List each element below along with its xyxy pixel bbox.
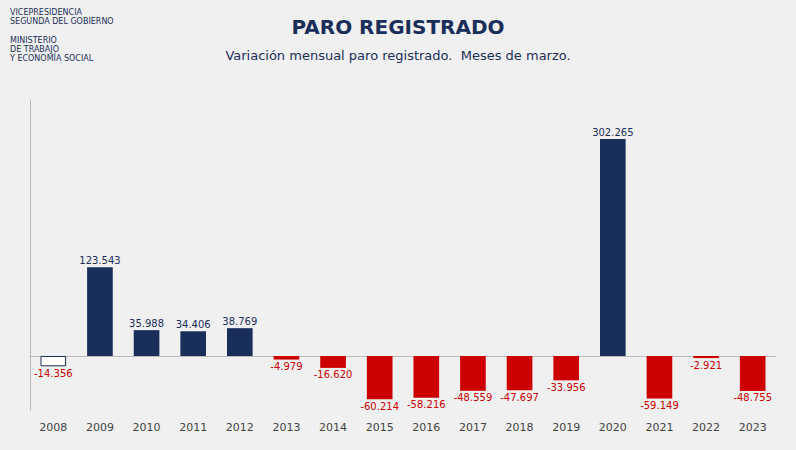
svg-text:34.406: 34.406 xyxy=(176,319,211,330)
svg-text:2009: 2009 xyxy=(86,421,114,434)
svg-text:35.988: 35.988 xyxy=(129,318,164,329)
svg-text:2012: 2012 xyxy=(226,421,254,434)
svg-text:2014: 2014 xyxy=(319,421,347,434)
svg-text:-33.956: -33.956 xyxy=(547,382,586,393)
svg-text:2013: 2013 xyxy=(272,421,300,434)
svg-text:2022: 2022 xyxy=(692,421,720,434)
svg-text:DE TRABAJO: DE TRABAJO xyxy=(10,45,59,54)
svg-text:-60.214: -60.214 xyxy=(360,401,399,412)
svg-text:123.543: 123.543 xyxy=(79,255,120,266)
svg-text:2008: 2008 xyxy=(39,421,67,434)
svg-text:2020: 2020 xyxy=(599,421,627,434)
svg-text:2011: 2011 xyxy=(179,421,207,434)
svg-text:-48.755: -48.755 xyxy=(733,392,772,403)
svg-text:2023: 2023 xyxy=(739,421,767,434)
svg-text:-48.559: -48.559 xyxy=(454,392,493,403)
svg-text:-58.216: -58.216 xyxy=(407,399,446,410)
svg-text:302.265: 302.265 xyxy=(592,127,633,138)
svg-text:2010: 2010 xyxy=(133,421,161,434)
svg-text:Y ECONOMÍA SOCIAL: Y ECONOMÍA SOCIAL xyxy=(9,52,94,63)
svg-text:-2.921: -2.921 xyxy=(690,360,722,371)
svg-text:-4.979: -4.979 xyxy=(270,361,302,372)
svg-text:38.769: 38.769 xyxy=(222,316,257,327)
svg-text:SEGUNDA DEL GOBIERNO: SEGUNDA DEL GOBIERNO xyxy=(10,17,114,26)
svg-text:MINISTERIO: MINISTERIO xyxy=(10,36,57,45)
svg-text:2016: 2016 xyxy=(412,421,440,434)
svg-text:Variación mensual paro registr: Variación mensual paro registrado. Meses… xyxy=(225,48,570,63)
svg-text:2015: 2015 xyxy=(366,421,394,434)
svg-text:PARO REGISTRADO: PARO REGISTRADO xyxy=(291,15,504,39)
svg-text:2021: 2021 xyxy=(645,421,673,434)
svg-text:-14.356: -14.356 xyxy=(34,368,73,379)
svg-text:2018: 2018 xyxy=(506,421,534,434)
svg-text:2019: 2019 xyxy=(552,421,580,434)
svg-text:VICEPRESIDENCIA: VICEPRESIDENCIA xyxy=(10,8,82,17)
svg-text:-47.697: -47.697 xyxy=(500,392,539,403)
svg-text:-59.149: -59.149 xyxy=(640,400,679,411)
svg-text:-16.620: -16.620 xyxy=(314,369,353,380)
svg-text:2017: 2017 xyxy=(459,421,487,434)
